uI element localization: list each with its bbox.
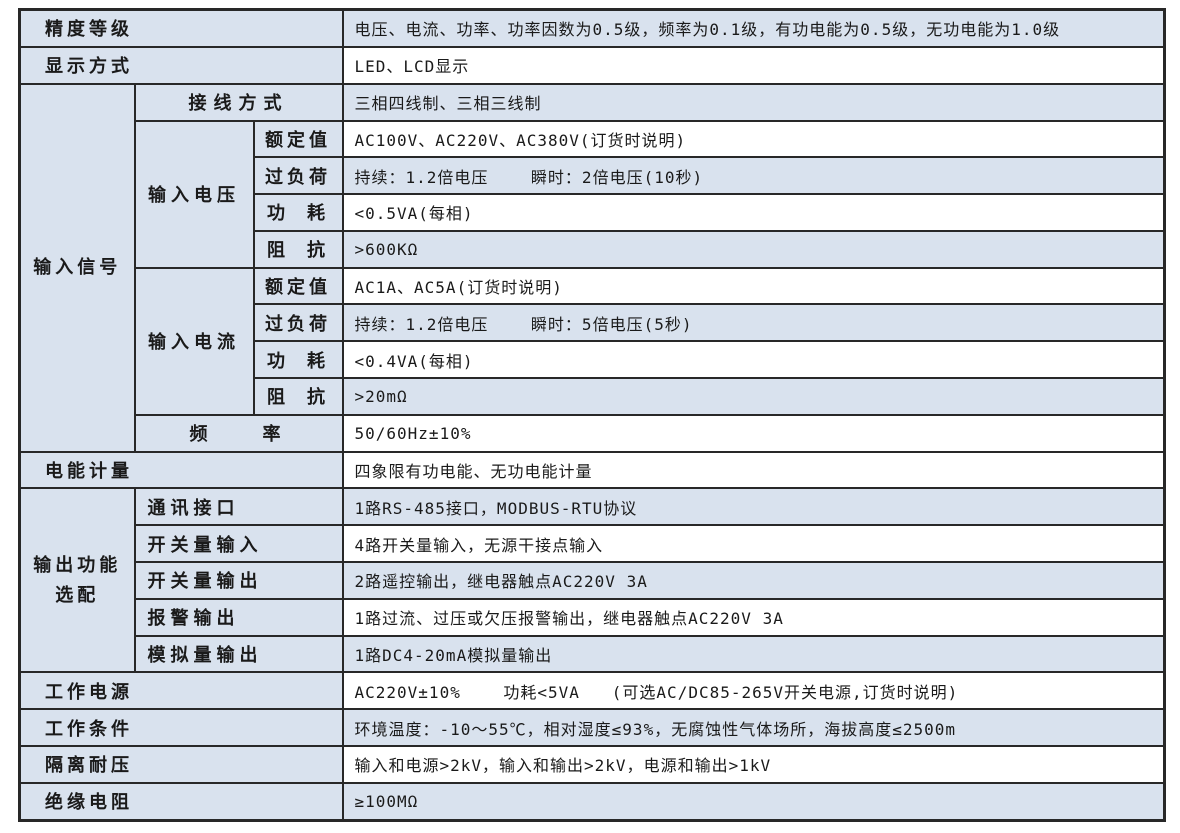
power-supply-label: 工作电源 (18, 671, 344, 711)
display-value: LED、LCD显示 (341, 45, 1166, 85)
table-row: 开关量输入 4路开关量输入，无源干接点输入 (20, 524, 1166, 564)
energy-value: 四象限有功电能、无功电能计量 (341, 450, 1166, 490)
spec-table: 精度等级 电压、电流、功率、功率因数为0.5级，频率为0.1级，有功电能为0.5… (18, 8, 1166, 822)
input-voltage-group-label: 输入电压 (133, 119, 255, 269)
energy-label: 电能计量 (18, 450, 344, 490)
digital-input-label: 开关量输入 (133, 524, 344, 564)
table-row: 工作条件 环境温度：-10～55℃，相对湿度≤93%，无腐蚀性气体场所，海拔高度… (18, 708, 1166, 748)
digital-input-value: 4路开关量输入，无源干接点输入 (341, 524, 1166, 564)
frequency-label: 频 率 (133, 413, 344, 453)
analog-output-label: 模拟量输出 (133, 634, 344, 674)
accuracy-value: 电压、电流、功率、功率因数为0.5级，频率为0.1级，有功电能为0.5级，无功电… (341, 8, 1166, 48)
table-row: 输出功能选配 通讯接口 1路RS-485接口，MODBUS-RTU协议 (18, 487, 1166, 674)
table-row: 输入电流 额定值 AC1A、AC5A(订货时说明) (20, 266, 1166, 416)
power-supply-value: AC220V±10% 功耗<5VA (可选AC/DC85-265V开关电源,订货… (341, 671, 1166, 711)
insulation-value: ≥100MΩ (341, 781, 1166, 822)
display-label: 显示方式 (18, 45, 344, 85)
wiring-value: 三相四线制、三相三线制 (341, 82, 1166, 122)
comm-port-value: 1路RS-485接口，MODBUS-RTU协议 (341, 487, 1166, 527)
table-row: 开关量输出 2路遥控输出，继电器触点AC220V 3A (20, 561, 1166, 600)
table-row: 功 耗 <0.5VA(每相) (20, 193, 1166, 232)
table-row: 绝缘电阻 ≥100MΩ (18, 781, 1166, 822)
accuracy-label: 精度等级 (18, 8, 344, 48)
current-impedance-value: >20mΩ (341, 377, 1166, 416)
voltage-power-label: 功 耗 (252, 193, 344, 232)
output-options-group-label: 输出功能选配 (18, 487, 136, 674)
table-row: 精度等级 电压、电流、功率、功率因数为0.5级，频率为0.1级，有功电能为0.5… (18, 8, 1166, 48)
voltage-impedance-value: >600KΩ (341, 229, 1166, 269)
table-row: 隔离耐压 输入和电源>2kV，输入和输出>2kV，电源和输出>1kV (18, 745, 1166, 784)
current-rated-label: 额定值 (252, 266, 344, 306)
voltage-power-value: <0.5VA(每相) (341, 193, 1166, 232)
conditions-label: 工作条件 (18, 708, 344, 748)
alarm-output-value: 1路过流、过压或欠压报警输出，继电器触点AC220V 3A (341, 597, 1166, 637)
conditions-value: 环境温度：-10～55℃，相对湿度≤93%，无腐蚀性气体场所，海拔高度≤2500… (341, 708, 1166, 748)
comm-port-label: 通讯接口 (133, 487, 344, 527)
isolation-label: 隔离耐压 (18, 745, 344, 784)
digital-output-label: 开关量输出 (133, 561, 344, 600)
table-row: 阻 抗 >20mΩ (20, 377, 1166, 416)
table-row: 输入电压 额定值 AC100V、AC220V、AC380V(订货时说明) (20, 119, 1166, 269)
table-row: 模拟量输出 1路DC4-20mA模拟量输出 (20, 634, 1166, 674)
voltage-rated-label: 额定值 (252, 119, 344, 159)
current-overload-value: 持续：1.2倍电压 瞬时：5倍电压(5秒) (341, 303, 1166, 343)
isolation-value: 输入和电源>2kV，输入和输出>2kV，电源和输出>1kV (341, 745, 1166, 784)
current-power-label: 功 耗 (252, 340, 344, 380)
table-row: 功 耗 <0.4VA(每相) (20, 340, 1166, 380)
table-row: 频 率 50/60Hz±10% (20, 413, 1166, 453)
voltage-overload-value: 持续：1.2倍电压 瞬时：2倍电压(10秒) (341, 156, 1166, 196)
digital-output-value: 2路遥控输出，继电器触点AC220V 3A (341, 561, 1166, 600)
wiring-label: 接线方式 (133, 82, 344, 122)
table-row: 过负荷 持续：1.2倍电压 瞬时：5倍电压(5秒) (20, 303, 1166, 343)
table-row: 报警输出 1路过流、过压或欠压报警输出，继电器触点AC220V 3A (20, 597, 1166, 637)
input-signal-group-label: 输入信号 (18, 82, 136, 453)
table-row: 输入信号 接线方式 三相四线制、三相三线制 (18, 82, 1166, 453)
voltage-rated-value: AC100V、AC220V、AC380V(订货时说明) (341, 119, 1166, 159)
insulation-label: 绝缘电阻 (18, 781, 344, 822)
current-rated-value: AC1A、AC5A(订货时说明) (341, 266, 1166, 306)
table-row: 显示方式 LED、LCD显示 (18, 45, 1166, 85)
current-impedance-label: 阻 抗 (252, 377, 344, 416)
table-row: 电能计量 四象限有功电能、无功电能计量 (18, 450, 1166, 490)
table-row: 工作电源 AC220V±10% 功耗<5VA (可选AC/DC85-265V开关… (18, 671, 1166, 711)
voltage-overload-label: 过负荷 (252, 156, 344, 196)
current-power-value: <0.4VA(每相) (341, 340, 1166, 380)
analog-output-value: 1路DC4-20mA模拟量输出 (341, 634, 1166, 674)
table-row: 过负荷 持续：1.2倍电压 瞬时：2倍电压(10秒) (20, 156, 1166, 196)
frequency-value: 50/60Hz±10% (341, 413, 1166, 453)
input-current-group-label: 输入电流 (133, 266, 255, 416)
voltage-impedance-label: 阻 抗 (252, 229, 344, 269)
table-row: 阻 抗 >600KΩ (20, 229, 1166, 269)
alarm-output-label: 报警输出 (133, 597, 344, 637)
current-overload-label: 过负荷 (252, 303, 344, 343)
